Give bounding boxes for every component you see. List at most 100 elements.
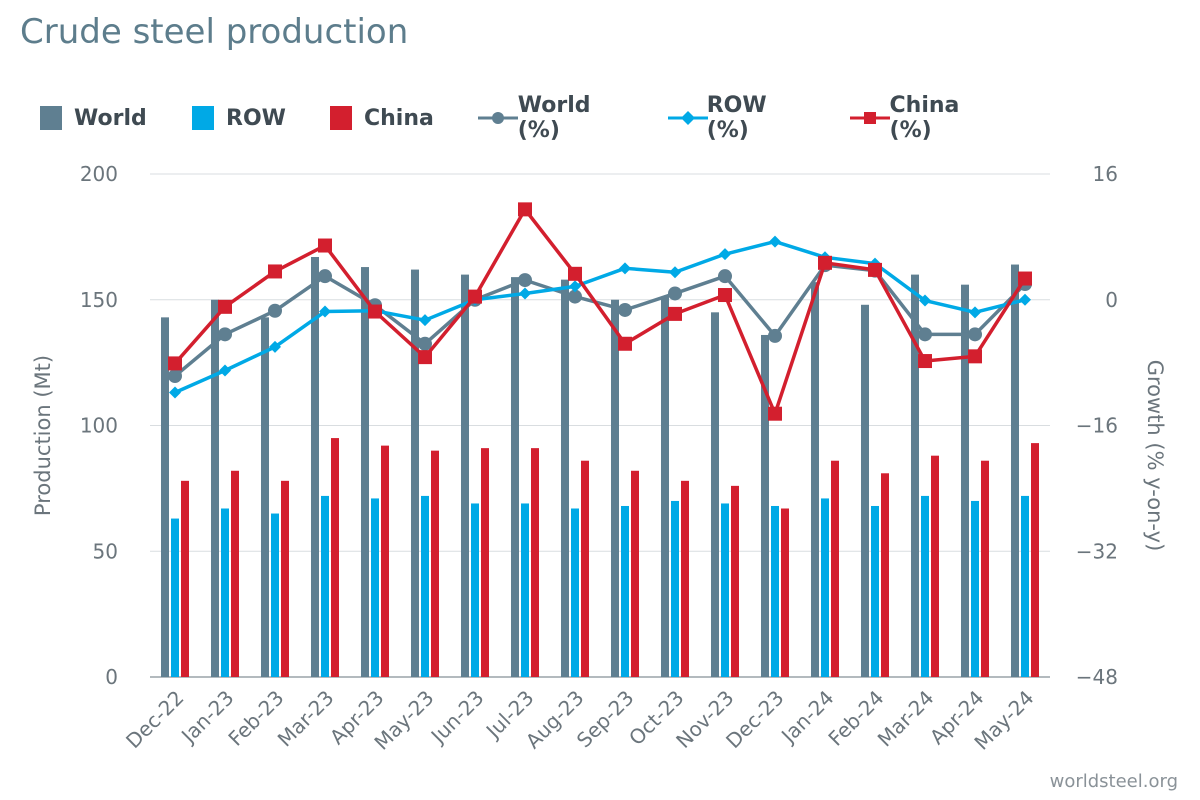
bar-china: [931, 455, 939, 677]
point-circle: [768, 328, 782, 343]
point-square: [418, 350, 432, 365]
point-diamond: [169, 386, 181, 399]
point-diamond: [919, 294, 931, 307]
bar-world: [311, 256, 319, 677]
point-diamond: [419, 314, 431, 327]
y2-tick-label: −48: [1076, 665, 1118, 689]
point-square: [518, 202, 532, 217]
credit-text: worldsteel.org: [1049, 771, 1178, 792]
point-square: [168, 356, 182, 371]
point-square: [668, 306, 682, 321]
bar-china: [631, 470, 639, 677]
legend-label-row-pct: ROW (%): [706, 93, 767, 143]
point-diamond: [769, 235, 781, 248]
bar-china: [681, 480, 689, 677]
legend-swatch-world: [40, 106, 62, 130]
bar-china: [331, 438, 339, 677]
bar-world: [161, 317, 169, 677]
bar-china: [531, 448, 539, 677]
point-circle: [918, 327, 932, 342]
x-tick-label: Mar-23: [273, 686, 339, 752]
bar-china: [181, 480, 189, 677]
point-square: [218, 299, 232, 314]
chart-title: Crude steel production: [20, 12, 409, 52]
point-square: [718, 288, 732, 303]
bar-row: [671, 500, 679, 677]
bar-world: [761, 334, 769, 677]
point-square: [318, 238, 332, 253]
bar-world: [461, 274, 469, 677]
x-tick-label: Jun-23: [425, 686, 489, 750]
point-square: [818, 255, 832, 270]
legend-item-china[interactable]: China: [330, 100, 434, 136]
x-tick-label: Sep-23: [572, 686, 639, 753]
point-circle: [568, 289, 582, 304]
bar-row: [521, 503, 529, 677]
bar-china: [781, 508, 789, 677]
point-circle: [318, 269, 332, 284]
bar-row: [471, 503, 479, 677]
bar-world: [861, 304, 869, 677]
legend-label-world: World: [74, 105, 147, 131]
point-square: [368, 304, 382, 319]
legend-item-world[interactable]: World: [40, 100, 147, 136]
point-diamond: [319, 305, 331, 318]
point-diamond: [219, 364, 231, 377]
y-tick-label: 100: [80, 414, 118, 438]
point-diamond: [569, 280, 581, 293]
bar-china: [231, 470, 239, 677]
point-diamond: [519, 287, 531, 300]
bar-world: [811, 282, 819, 677]
bar-china: [831, 460, 839, 677]
bar-row: [621, 505, 629, 677]
legend-item-row-pct[interactable]: ROW (%): [668, 93, 780, 143]
line-world: [173, 263, 1027, 378]
legend-swatch-china: [330, 106, 352, 130]
point-circle: [618, 302, 632, 317]
bar-row: [171, 518, 179, 677]
point-diamond: [719, 248, 731, 261]
legend-label-world-pct: World (%): [517, 93, 591, 143]
bar-world: [911, 274, 919, 677]
bar-world: [711, 312, 719, 677]
y2-tick-label: −16: [1076, 414, 1118, 438]
bar-row: [871, 505, 879, 677]
legend-item-world-pct[interactable]: World (%): [478, 93, 603, 143]
bar-row: [371, 498, 379, 677]
bar-row: [721, 503, 729, 677]
bar-china: [281, 480, 289, 677]
legend-swatch-world-pct: [478, 106, 518, 130]
y-tick-label: 150: [80, 288, 118, 312]
point-circle: [518, 273, 532, 288]
x-tick-label: Mar-24: [873, 686, 939, 752]
bar-world: [1011, 264, 1019, 677]
x-tick-label: Dec-22: [121, 686, 188, 753]
point-circle: [168, 368, 182, 383]
bar-world: [611, 299, 619, 677]
bar-row: [921, 495, 929, 677]
point-circle: [218, 327, 232, 342]
y2-tick-label: 16: [1093, 162, 1118, 186]
point-circle: [668, 286, 682, 301]
legend-item-row[interactable]: ROW: [192, 100, 286, 136]
bar-row: [421, 495, 429, 677]
bar-world: [211, 299, 219, 677]
y-tick-label: 200: [80, 162, 118, 186]
point-square: [468, 289, 482, 304]
y2-tick-label: −32: [1076, 539, 1118, 563]
point-diamond: [619, 262, 631, 275]
bar-world: [561, 279, 569, 677]
y2-tick-label: 0: [1105, 288, 1118, 312]
point-square: [568, 266, 582, 281]
point-diamond: [269, 340, 281, 353]
point-square: [968, 349, 982, 364]
legend-swatch-china-pct: [850, 106, 890, 130]
bar-china: [381, 445, 389, 677]
bar-china: [1031, 443, 1039, 677]
bar-row: [821, 498, 829, 677]
bar-world: [961, 284, 969, 677]
legend-item-china-pct[interactable]: China (%): [850, 93, 972, 143]
legend-swatch-row: [192, 106, 214, 130]
bar-row: [1021, 495, 1029, 677]
